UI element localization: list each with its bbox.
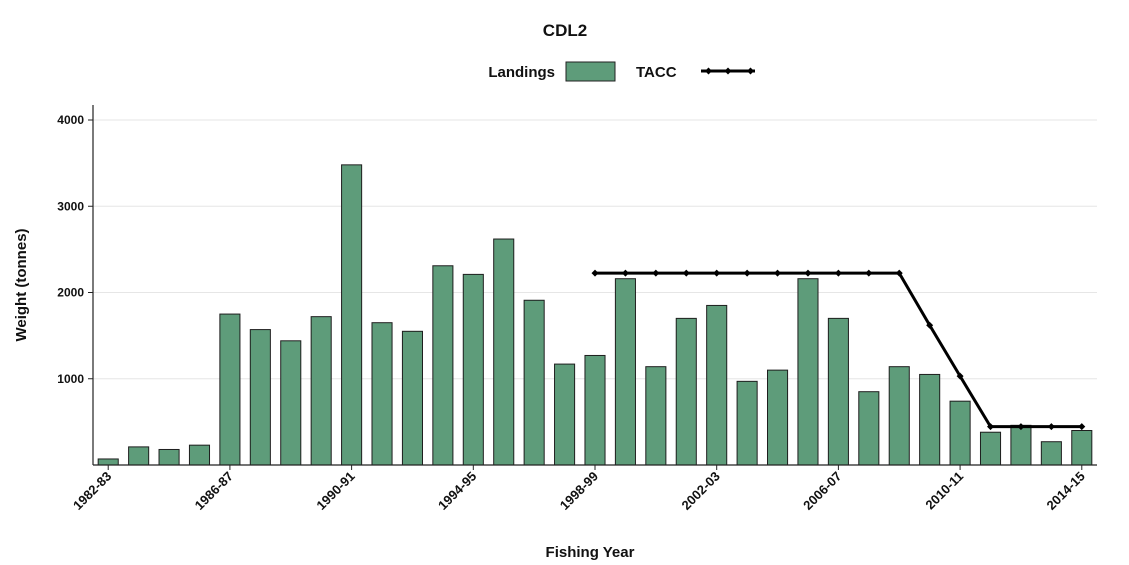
bar-2000-01 [645,366,667,466]
bar-1985-86 [188,444,211,466]
bar-1989-90 [310,316,332,466]
tacc-point-2003-04 [743,269,751,277]
bar-2011-12 [979,431,1002,466]
x-tick-label: 1982-83 [70,469,114,513]
legend-label-tacc: TACC [636,64,677,81]
bar-1990-91 [341,164,363,466]
bar-2002-03 [706,304,728,466]
legend-label-landings: Landings [488,64,555,81]
bar-2005-06 [797,278,819,466]
bar-2008-09 [888,366,910,466]
x-axis-ticks: 1982-83 1986-87 1990-91 1994-95 1998-99 2002-… [70,465,1088,513]
bar-2014-15 [1071,430,1093,466]
bar-1992-93 [401,330,423,466]
tacc-point-2001-02 [682,269,690,277]
tacc-point-2000-01 [652,269,660,277]
bar-1994-95 [462,273,484,466]
x-tick-label: 1986-87 [192,469,236,513]
grid [93,119,1097,380]
y-tick-label: 1000 [57,372,84,386]
x-axis-label: Fishing Year [546,544,635,561]
tacc-point-2006-07 [834,269,842,277]
legend: Landings TACC [488,61,755,82]
bar-1995-96 [493,238,515,466]
bar-1987-88 [249,329,271,466]
x-tick-label: 1998-99 [557,469,601,513]
bar-2013-14 [1040,441,1062,466]
bar-1984-85 [158,448,180,466]
tacc-point-1999-00 [621,269,629,277]
x-tick-label: 2010-11 [922,469,966,513]
tacc-point-2010-11 [956,372,964,380]
tacc-point-2011-12 [987,423,995,431]
tacc-point-2009-10 [926,321,934,329]
tacc-point-2013-14 [1047,423,1055,431]
y-tick-label: 4000 [57,113,84,127]
bar-2003-04 [736,380,758,466]
bar-2007-08 [858,391,880,466]
bar-1986-87 [219,313,241,466]
tacc-point-2014-15 [1078,423,1086,431]
bar-1996-97 [523,299,545,466]
legend-swatch-tacc [701,67,755,75]
tacc-point-2002-03 [713,269,721,277]
bar-1982-83 [97,458,119,466]
bar-1988-89 [280,340,302,466]
legend-swatch-landings [565,61,616,82]
y-tick-label: 2000 [57,286,84,300]
bar-2001-02 [675,317,697,466]
y-axis-ticks: 1000 2000 3000 4000 [57,113,93,386]
bar-1983-84 [128,446,150,466]
bar-2004-05 [767,369,789,466]
y-axis-label: Weight (tonnes) [13,228,30,341]
tacc-point-2004-05 [774,269,782,277]
bar-2009-10 [919,373,941,466]
x-tick-label: 2002-03 [678,469,722,513]
landings-bars [97,164,1093,466]
bar-1993-94 [432,265,454,466]
tacc-point-1998-99 [591,269,599,277]
bar-2006-07 [827,317,849,466]
bar-1991-92 [371,322,393,466]
chart-title: CDL2 [543,21,587,40]
tacc-point-2012-13 [1017,423,1025,431]
tacc-point-2008-09 [895,269,903,277]
tacc-line [591,269,1086,431]
tacc-point-2005-06 [804,269,812,277]
bar-2010-11 [949,400,971,466]
bar-2012-13 [1010,424,1032,466]
x-tick-label: 2014-15 [1044,469,1088,513]
x-tick-label: 1990-91 [313,469,357,513]
x-tick-label: 2006-07 [800,469,844,513]
bar-1999-00 [614,278,636,466]
tacc-point-2007-08 [865,269,873,277]
y-tick-label: 3000 [57,199,84,213]
bar-1997-98 [554,363,576,466]
x-tick-label: 1994-95 [435,469,479,513]
bar-1998-99 [584,354,606,466]
